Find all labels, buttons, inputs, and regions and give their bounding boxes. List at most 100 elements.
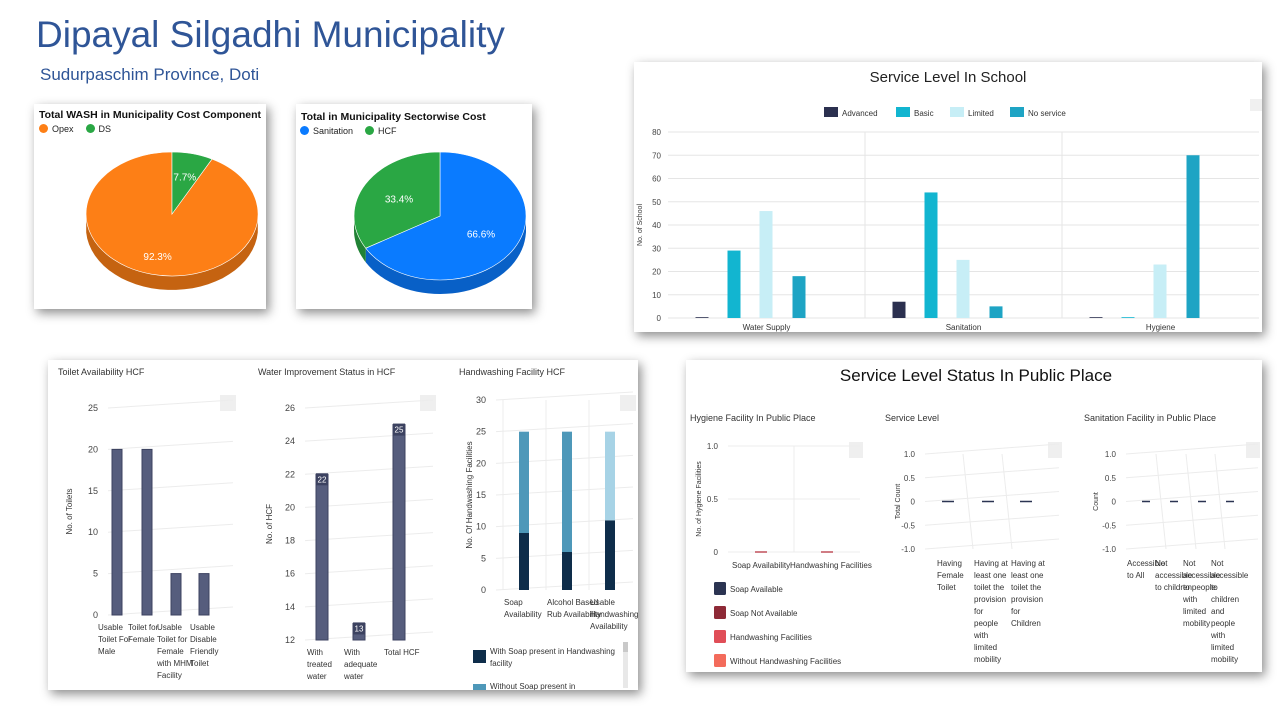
pie-slice-side [86, 218, 258, 290]
pie-slice-ds[interactable] [171, 151, 213, 215]
bar-basic[interactable] [727, 250, 741, 318]
y-tick-label: 0 [657, 314, 662, 323]
chart-menu-button[interactable] [1246, 442, 1260, 458]
bar-toilet[interactable] [198, 573, 210, 616]
x-tick-label: Handwashing Facilities [790, 561, 872, 570]
legend-label[interactable]: Basic [914, 109, 934, 118]
bar-toilet[interactable] [141, 448, 153, 616]
y-axis-label: No. of HCF [265, 504, 274, 544]
chart-menu-button[interactable] [220, 395, 236, 411]
bar-handwashing[interactable] [562, 552, 572, 590]
legend-label[interactable]: Soap Available [730, 585, 783, 594]
legend-swatch[interactable] [714, 654, 726, 667]
pie-slice-sanitation[interactable] [365, 151, 527, 281]
y-tick-label: 25 [476, 427, 486, 437]
y-tick-label: 15 [476, 490, 486, 500]
bar-toilet[interactable] [111, 448, 123, 616]
bar-basic[interactable] [1121, 317, 1135, 318]
y-tick-label: 0.5 [1105, 474, 1117, 483]
page-title: Dipayal Silgadhi Municipality [36, 14, 505, 55]
x-tick-label: Usable Toilet for Female with MHM Facility [156, 623, 193, 680]
x-tick-label: Usable Toilet For Male [98, 623, 131, 656]
legend-swatch[interactable] [950, 107, 964, 117]
legend-label[interactable]: Soap Not Available [730, 609, 798, 618]
chart-menu-button[interactable] [420, 395, 436, 411]
bar-advanced[interactable] [1089, 317, 1103, 318]
gridline [924, 491, 1060, 502]
legend-scrollbar[interactable] [623, 642, 628, 688]
y-tick-label: 14 [285, 602, 295, 612]
y-tick-label: 30 [652, 244, 661, 253]
y-axis-label: No. Of Handwashing Facilities [465, 441, 474, 548]
chart-legend: Sanitation HCF [300, 126, 397, 136]
chart-title: Total in Municipality Sectorwise Cost [301, 111, 486, 123]
bar-handwashing[interactable] [562, 431, 572, 552]
bar-limited[interactable] [759, 211, 773, 318]
bar-no-service[interactable] [1186, 155, 1200, 318]
chart-menu-button[interactable] [1048, 442, 1062, 458]
legend-label[interactable]: No service [1028, 109, 1066, 118]
legend-label[interactable]: Limited [968, 109, 994, 118]
gridline [1185, 453, 1197, 550]
chart-menu-button[interactable] [1250, 99, 1262, 111]
bar-limited[interactable] [956, 259, 970, 318]
legend-item-opex[interactable]: Opex [39, 124, 74, 134]
legend-swatch[interactable] [714, 606, 726, 619]
y-tick-label: 12 [285, 635, 295, 645]
gridline [107, 399, 234, 409]
bar-water[interactable] [392, 424, 406, 641]
legend-label[interactable]: Handwashing Facilities [730, 633, 812, 642]
legend-label[interactable]: Advanced [842, 109, 878, 118]
gridline [924, 514, 1060, 526]
gridline [304, 432, 434, 442]
bar-basic[interactable] [924, 192, 938, 318]
chart-menu-button[interactable] [849, 442, 863, 458]
pie-value-label: 33.4% [385, 195, 413, 206]
gridline [1125, 467, 1259, 479]
legend-item-sanitation[interactable]: Sanitation [300, 126, 353, 136]
pie-slice-hcf[interactable] [353, 151, 441, 249]
y-tick-label: -0.5 [901, 521, 915, 530]
y-tick-label: 22 [285, 469, 295, 479]
gridline [924, 538, 1060, 550]
legend-dot [85, 124, 95, 133]
x-tick-label: Alcohol Based Rub Availability [547, 598, 601, 619]
legend-swatch[interactable] [896, 107, 910, 117]
legend-scrollbar-thumb[interactable] [623, 642, 628, 652]
y-tick-label: 30 [476, 395, 486, 405]
legend-swatch[interactable] [473, 650, 486, 663]
legend-label[interactable]: Without Handwashing Facilities [730, 657, 841, 666]
chart-menu-button[interactable] [620, 395, 636, 411]
bar-no-service[interactable] [989, 306, 1003, 318]
bar-limited[interactable] [1153, 264, 1167, 318]
bar-advanced[interactable] [695, 317, 709, 318]
legend-item-hcf[interactable]: HCF [365, 126, 397, 136]
legend-swatch[interactable] [714, 582, 726, 595]
legend-swatch[interactable] [473, 684, 486, 690]
page-subtitle: Sudurpaschim Province, Doti [40, 65, 260, 84]
data-label-box [393, 423, 405, 436]
legend-swatch[interactable] [714, 630, 726, 643]
bar-handwashing[interactable] [519, 533, 529, 590]
chart-title: Total WASH in Municipality Cost Componen… [39, 109, 262, 121]
y-axis-label: No. of Hygiene Facilities [696, 461, 703, 537]
y-tick-label: 0 [93, 610, 98, 620]
bar-water[interactable] [315, 473, 329, 641]
y-tick-label: 60 [652, 175, 661, 184]
bar-handwashing[interactable] [519, 431, 529, 533]
pie-value-label: 92.3% [143, 252, 171, 263]
bar-handwashing[interactable] [605, 520, 615, 590]
chart-title: Water Improvement Status in HCF [258, 367, 396, 377]
bar-advanced[interactable] [892, 301, 906, 318]
bar-handwashing[interactable] [605, 431, 615, 521]
legend-item-ds[interactable]: DS [85, 124, 111, 134]
legend-swatch[interactable] [824, 107, 838, 117]
legend-dot [365, 126, 375, 135]
y-tick-label: 80 [652, 128, 661, 137]
x-tick-label: Having at least one toilet the provision for… [973, 559, 1009, 664]
gridline [304, 465, 434, 475]
y-tick-label: 20 [476, 458, 486, 468]
bar-no-service[interactable] [792, 276, 806, 318]
bar-toilet[interactable] [170, 573, 182, 616]
legend-swatch[interactable] [1010, 107, 1024, 117]
